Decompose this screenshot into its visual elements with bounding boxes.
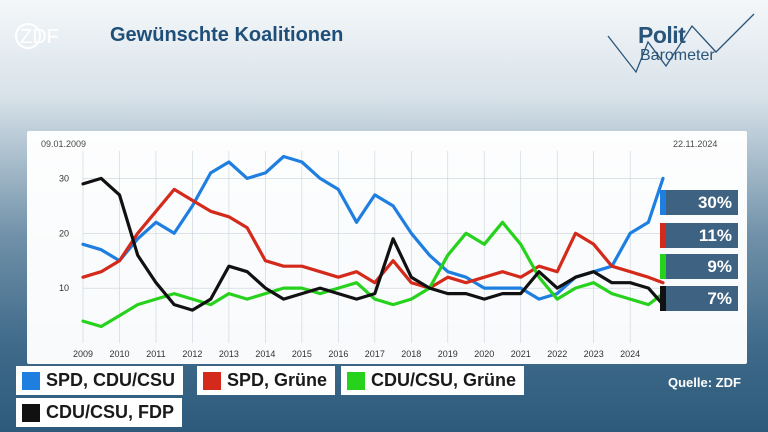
legend-item-cdu-fdp: CDU/CSU, FDP <box>16 398 183 427</box>
x-tick-label: 2022 <box>547 349 567 359</box>
series-line-2 <box>81 220 665 329</box>
y-tick-label: 10 <box>59 283 69 293</box>
x-tick-label: 2017 <box>365 349 385 359</box>
x-tick-label: 2023 <box>584 349 604 359</box>
x-tick-label: 2013 <box>219 349 239 359</box>
brand-barometer: Barometer <box>640 47 715 64</box>
start-date: 09.01.2009 <box>41 139 87 149</box>
end-label-spd-cdu: 30% <box>660 190 738 215</box>
legend-swatch <box>203 371 221 390</box>
source-note: Quelle: ZDF <box>668 375 741 390</box>
x-tick-label: 2012 <box>182 349 202 359</box>
legend-item-spd-gruene: SPD, Grüne <box>197 366 336 395</box>
legend-swatch <box>22 403 40 422</box>
svg-text:ZDF: ZDF <box>20 26 59 48</box>
x-tick-label: 2016 <box>328 349 348 359</box>
y-tick-label: 30 <box>59 173 69 183</box>
coalition-line-chart: 2009 2010 2011 2012 2013 2014 2015 2016 2017 2018… <box>59 151 665 359</box>
series-line-1 <box>81 187 665 290</box>
legend-item-cdu-gruene: CDU/CSU, Grüne <box>341 366 525 395</box>
legend-swatch <box>347 371 365 390</box>
legend-swatch <box>22 371 40 390</box>
end-label-cdu-gruene: 9% <box>660 254 738 279</box>
x-tick-label: 2011 <box>146 349 165 359</box>
end-label-spd-gruene: 11% <box>660 223 738 248</box>
end-date: 22.11.2024 <box>673 139 718 149</box>
zdf-logo: ZDF <box>15 23 59 49</box>
end-label-cdu-fdp: 7% <box>660 286 738 311</box>
brand-polit: Polit <box>638 22 686 48</box>
x-tick-label: 2010 <box>109 349 129 359</box>
series-line-3 <box>81 176 665 312</box>
x-tick-label: 2014 <box>255 349 275 359</box>
x-tick-label: 2018 <box>401 349 421 359</box>
x-tick-label: 2024 <box>620 349 640 359</box>
x-tick-label: 2015 <box>292 349 312 359</box>
x-tick-label: 2019 <box>438 349 458 359</box>
x-tick-label: 2009 <box>73 349 93 359</box>
politbarometer-logo-frame <box>607 13 755 74</box>
x-tick-label: 2020 <box>474 349 494 359</box>
x-tick-label: 2021 <box>511 349 531 359</box>
y-tick-label: 20 <box>59 228 69 238</box>
legend-item-spd-cdu: SPD, CDU/CSU <box>16 366 184 395</box>
page-title: Gewünschte Koalitionen <box>110 24 344 46</box>
chart-panel <box>27 131 747 364</box>
